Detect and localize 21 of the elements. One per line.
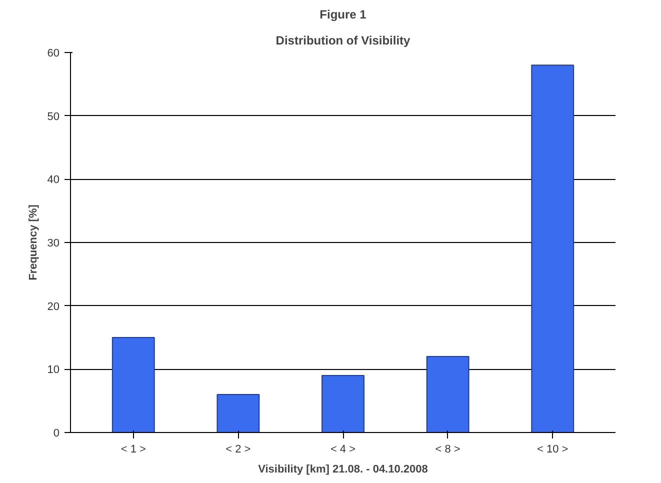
y-tick-label: 30 [47,238,60,250]
chart-subtitle: Distribution of Visibility [276,34,411,48]
y-tick-label: 50 [47,110,60,123]
chart-title: Figure 1 [320,8,367,22]
x-tick-label: < 4 > [330,444,356,456]
bar [426,356,470,432]
bar [531,64,574,432]
y-tick-label: 0 [53,428,60,440]
y-tick-label: 10 [47,364,60,376]
y-tick-label: 60 [47,48,60,60]
y-axis-title: Frequency [%] [27,204,40,280]
bar [216,394,260,432]
bar [322,375,364,432]
x-tick-label: < 1 > [120,444,146,456]
y-tick-label: 20 [47,300,60,313]
x-tick-label: < 2 > [226,444,251,456]
y-tick-label: 40 [47,174,60,186]
x-tick-label: < 8 > [435,444,460,456]
bar [112,337,155,432]
x-tick-label: < 10 > [537,444,568,456]
x-axis-title: Visibility [km] 21.08. - 04.10.2008 [258,464,428,476]
